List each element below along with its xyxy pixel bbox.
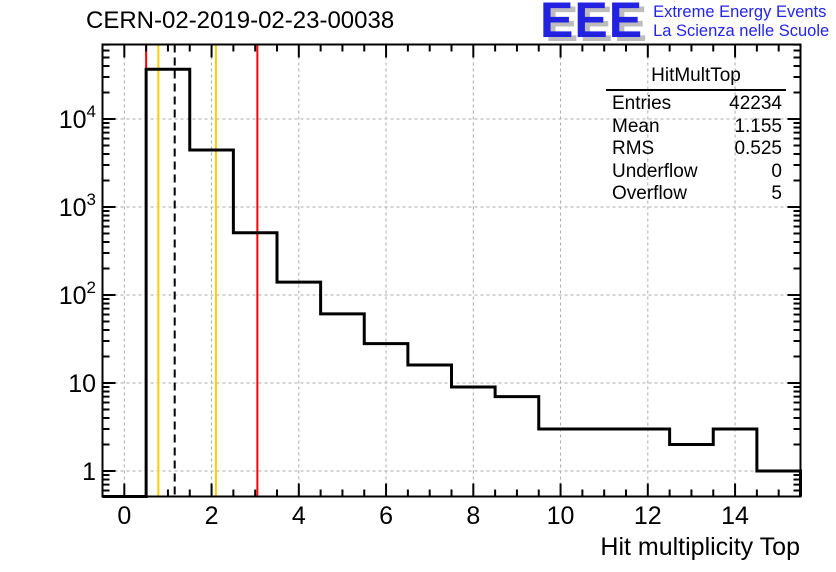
stats-row-underflow: Underflow 0 xyxy=(612,160,782,182)
stats-box-title: HitMultTop xyxy=(651,65,741,86)
y-tick-label: 102 xyxy=(59,278,96,310)
axis-ticks xyxy=(101,43,802,497)
x-tick-label: 2 xyxy=(205,502,219,530)
x-axis-title: Hit multiplicity Top xyxy=(600,533,800,561)
eee-logo-letters: EEE xyxy=(540,0,644,48)
page-title: CERN-02-2019-02-23-00038 xyxy=(86,7,395,34)
y-tick-label: 10 xyxy=(68,370,96,398)
eee-logo: EEE Extreme Energy Events La Scienza nel… xyxy=(540,0,829,48)
stats-box: HitMultTop Entries 42234 Mean 1.155 RMS … xyxy=(606,64,786,206)
stats-row-overflow: Overflow 5 xyxy=(612,183,782,204)
x-tick-labels: 0 2 4 6 8 10 12 14 xyxy=(117,502,749,530)
y-tick-label: 104 xyxy=(59,102,96,134)
eee-logo-text: Extreme Energy Events La Scienza nelle S… xyxy=(653,3,829,42)
x-tick-label: 14 xyxy=(721,502,749,530)
x-tick-label: 4 xyxy=(292,502,306,530)
y-tick-label: 1 xyxy=(82,458,96,486)
histogram-line xyxy=(102,67,802,498)
stats-row-entries: Entries 42234 xyxy=(612,93,782,114)
marker-lines xyxy=(145,44,259,497)
stats-row-rms: RMS 0.525 xyxy=(612,138,782,159)
x-tick-label: 8 xyxy=(466,502,480,530)
eee-logo-line1: Extreme Energy Events xyxy=(653,3,827,21)
stats-box-rule xyxy=(606,89,786,91)
x-tick-label: 12 xyxy=(634,502,662,530)
y-tick-labels: 1 10 102 103 104 xyxy=(59,102,96,486)
y-tick-label: 103 xyxy=(59,190,96,222)
x-tick-label: 6 xyxy=(379,502,393,530)
x-tick-label: 10 xyxy=(547,502,575,530)
eee-logo-line2: La Scienza nelle Scuole xyxy=(653,22,830,40)
x-tick-label: 0 xyxy=(117,502,131,530)
stats-row-mean: Mean 1.155 xyxy=(612,115,782,137)
